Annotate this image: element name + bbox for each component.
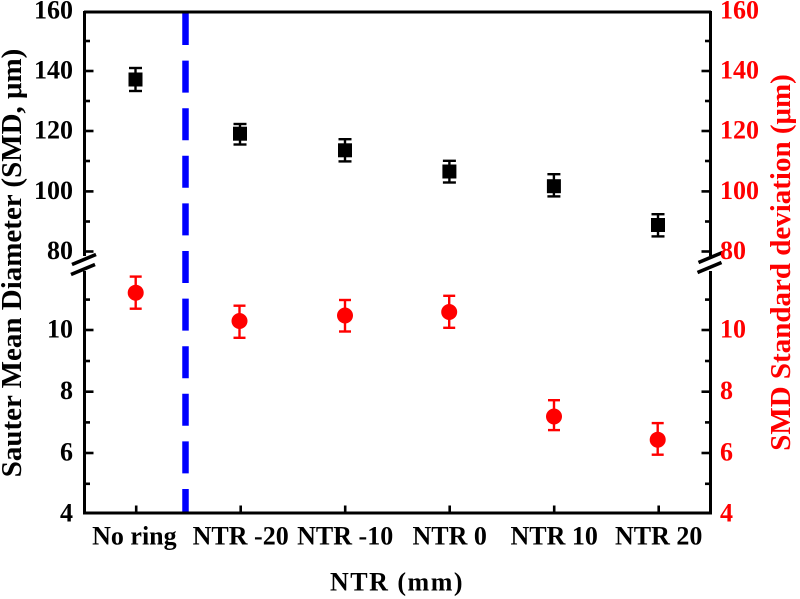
svg-text:8: 8: [720, 376, 733, 405]
svg-text:4: 4: [720, 499, 733, 528]
svg-text:No ring: No ring: [92, 522, 177, 551]
svg-text:8: 8: [60, 376, 73, 405]
svg-text:6: 6: [720, 438, 733, 467]
svg-text:Sauter Mean Diameter (SMD, μm): Sauter Mean Diameter (SMD, μm): [0, 49, 28, 478]
svg-text:120: 120: [34, 116, 73, 145]
svg-text:6: 6: [60, 438, 73, 467]
svg-text:NTR 10: NTR 10: [510, 522, 597, 551]
svg-text:NTR -10: NTR -10: [297, 522, 393, 551]
svg-text:160: 160: [34, 0, 73, 25]
svg-text:140: 140: [34, 56, 73, 85]
svg-text:100: 100: [720, 176, 759, 205]
svg-text:NTR 20: NTR 20: [615, 522, 702, 551]
svg-text:NTR -20: NTR -20: [193, 522, 289, 551]
svg-text:140: 140: [720, 56, 759, 85]
svg-text:80: 80: [720, 236, 746, 265]
svg-text:NTR (mm): NTR (mm): [330, 568, 464, 597]
svg-text:10: 10: [47, 315, 73, 344]
svg-text:120: 120: [720, 116, 759, 145]
svg-text:160: 160: [720, 0, 759, 25]
svg-text:10: 10: [720, 315, 746, 344]
svg-text:4: 4: [60, 499, 73, 528]
svg-text:NTR 0: NTR 0: [412, 522, 486, 551]
svg-text:100: 100: [34, 176, 73, 205]
svg-text:80: 80: [47, 236, 73, 265]
svg-text:SMD Standard deviation (μm): SMD Standard deviation (μm): [765, 74, 797, 451]
